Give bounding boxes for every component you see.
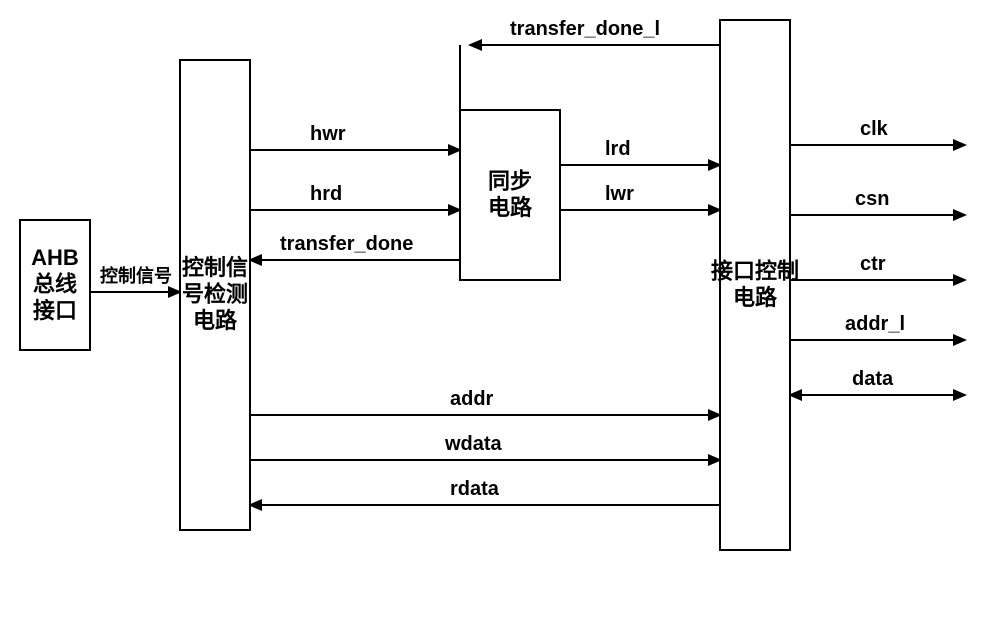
signal-label-csn: csn bbox=[855, 188, 889, 210]
signal-label-clk: clk bbox=[860, 118, 889, 140]
signal-label-lwr: lwr bbox=[605, 183, 634, 205]
block-label-sync-1: 电路 bbox=[488, 195, 533, 220]
signal-label-data: data bbox=[852, 368, 894, 390]
signal-label-lrd: lrd bbox=[605, 138, 631, 160]
block-label-ifctrl-1: 电路 bbox=[733, 285, 778, 310]
block-label-ifctrl-0: 接口控制 bbox=[711, 258, 799, 283]
block-label-sync-0: 同步 bbox=[488, 168, 532, 193]
signal-label-ctr: ctr bbox=[860, 253, 886, 275]
block-label-ahb-0: AHB bbox=[31, 245, 79, 270]
block-label-ahb-2: 接口 bbox=[33, 298, 77, 323]
block-label-detect-1: 号检测 bbox=[182, 282, 248, 307]
signal-label-addr_l: addr_l bbox=[845, 313, 905, 335]
block-label-detect-2: 电路 bbox=[193, 308, 238, 333]
block-label-ahb-1: 总线 bbox=[33, 272, 77, 297]
block-diagram: 控制信号 hwr hrd transfer_done lrd lwr transfer_do… bbox=[0, 0, 1000, 626]
block-label-detect-0: 控制信 bbox=[182, 255, 248, 280]
signal-label-ctrl: 控制信号 bbox=[100, 265, 172, 286]
signal-label-hrd: hrd bbox=[310, 183, 342, 205]
signal-label-transfer_done_l: transfer_done_l bbox=[510, 18, 660, 40]
signal-label-hwr: hwr bbox=[310, 123, 346, 145]
signal-label-transfer_done: transfer_done bbox=[280, 233, 413, 255]
signal-label-addr: addr bbox=[450, 388, 494, 410]
signal-label-wdata: wdata bbox=[444, 433, 503, 455]
signal-label-rdata: rdata bbox=[450, 478, 500, 500]
